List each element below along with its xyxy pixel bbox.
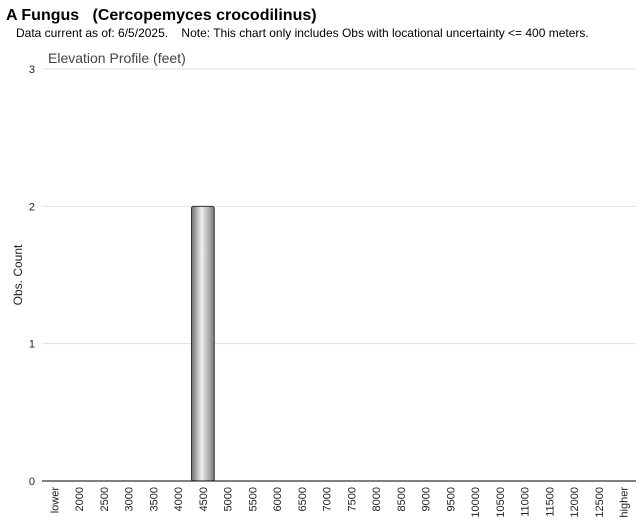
x-tick-label: 6500: [297, 487, 309, 511]
x-tick-label: higher: [619, 487, 631, 518]
y-tick-label: 2: [29, 201, 35, 213]
x-tick-label: 5000: [223, 487, 235, 511]
x-tick-label: 7500: [346, 487, 358, 511]
x-tick-label: 4500: [198, 487, 210, 511]
x-tick-label: 10000: [470, 487, 482, 518]
x-tick-label: 3000: [124, 487, 136, 511]
x-tick-label: 2000: [74, 487, 86, 511]
y-tick-label: 0: [29, 476, 35, 488]
chart-title: Elevation Profile (feet): [48, 50, 186, 66]
y-tick-label: 3: [29, 64, 35, 76]
y-tick-label: 1: [29, 339, 35, 351]
x-tick-label: 8500: [396, 487, 408, 511]
x-tick-label: 5500: [247, 487, 259, 511]
x-tick-label: 12000: [569, 487, 581, 518]
x-tick-label: 11000: [520, 487, 532, 517]
x-tick-label: lower: [49, 487, 61, 514]
subtitle: Data current as of: 6/5/2025. Note: This…: [16, 26, 589, 40]
x-tick-label: 8000: [371, 487, 383, 511]
x-tick-label: 9000: [421, 487, 433, 511]
y-axis-label: Obs. Count: [11, 244, 25, 305]
x-tick-label: 3500: [148, 487, 160, 511]
x-tick-label: 10500: [495, 487, 507, 518]
x-tick-label: 12500: [594, 487, 606, 518]
x-tick-label: 2500: [99, 487, 111, 511]
bar: [190, 205, 215, 482]
x-tick-label: 11500: [544, 487, 556, 517]
x-tick-label: 4000: [173, 487, 185, 511]
x-tick-label: 9500: [445, 487, 457, 511]
page-title: A Fungus (Cercopemyces crocodilinus): [6, 7, 317, 24]
x-tick-label: 6000: [272, 487, 284, 511]
x-tick-label: 7000: [322, 487, 334, 511]
